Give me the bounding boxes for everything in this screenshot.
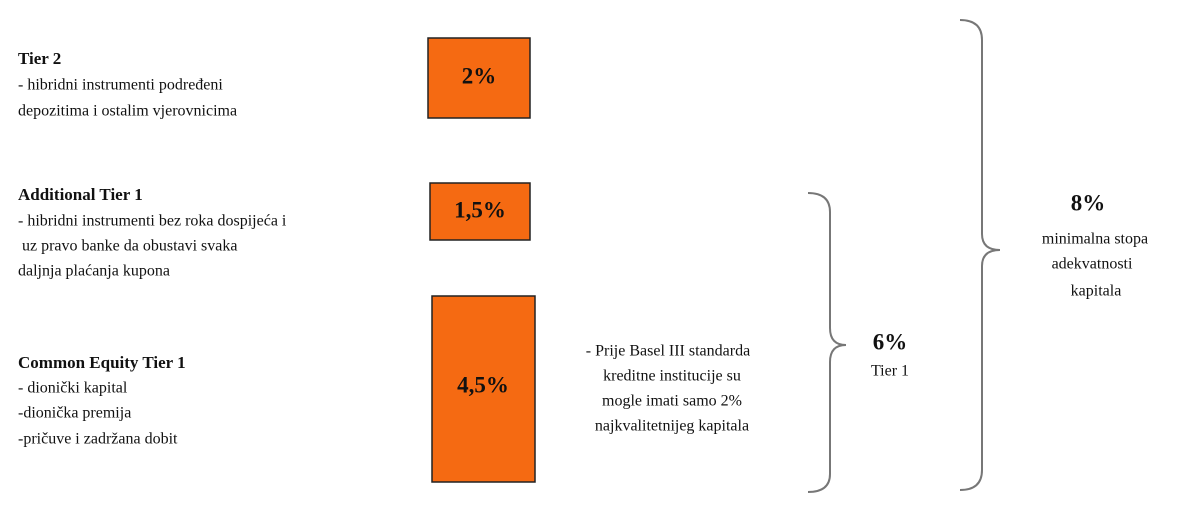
tier-line: depozitima i ostalim vjerovnicima <box>18 103 237 120</box>
note-line: kreditne institucije su <box>603 368 741 385</box>
brace-value: 8% <box>1071 190 1106 215</box>
brace <box>807 192 847 493</box>
tier-box <box>431 295 536 483</box>
tier-title: Additional Tier 1 <box>18 185 143 204</box>
tier-line: - dionički kapital <box>18 380 128 397</box>
tier-box <box>429 182 531 241</box>
brace-label: minimalna stopa <box>1042 231 1148 248</box>
tier-line: - hibridni instrumenti podređeni <box>18 77 223 94</box>
box-label: 1,5% <box>454 197 506 222</box>
box-label: 4,5% <box>457 372 509 397</box>
brace <box>959 19 1001 491</box>
brace-value: 6% <box>873 329 908 354</box>
note-line: mogle imati samo 2% <box>602 393 742 410</box>
brace-label: kapitala <box>1071 283 1122 300</box>
tier-line: -pričuve i zadržana dobit <box>18 431 178 448</box>
tier-title: Tier 2 <box>18 49 61 68</box>
brace-label: Tier 1 <box>871 363 909 380</box>
note-line: najkvalitetnijeg kapitala <box>595 418 749 435</box>
tier-box <box>427 37 531 119</box>
brace-label: adekvatnosti <box>1052 256 1133 273</box>
tier-title: Common Equity Tier 1 <box>18 353 186 372</box>
box-label: 2% <box>462 63 497 88</box>
tier-line: uz pravo banke da obustavi svaka <box>18 238 237 255</box>
tier-line: daljnja plaćanja kupona <box>18 263 170 280</box>
tier-line: - hibridni instrumenti bez roka dospijeć… <box>18 213 287 230</box>
note-line: - Prije Basel III standarda <box>586 343 750 360</box>
tier-line: -dionička premija <box>18 405 131 422</box>
